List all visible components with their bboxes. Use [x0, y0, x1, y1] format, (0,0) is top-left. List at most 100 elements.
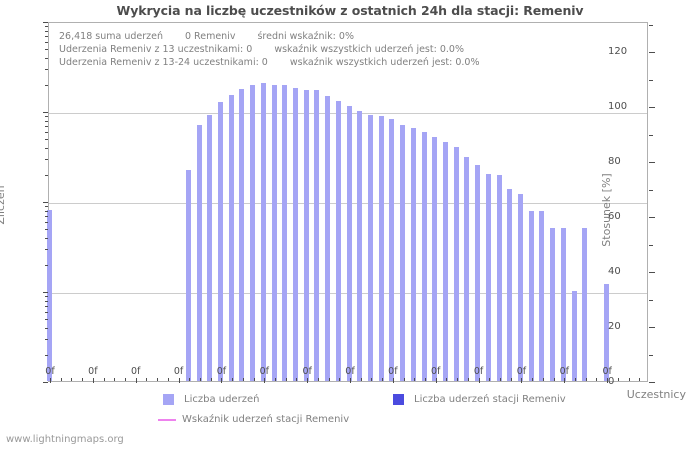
- x-axis-tick-label: 0f: [216, 366, 227, 377]
- y-axis-left-minor-tick: [45, 215, 48, 217]
- bar: [271, 84, 277, 381]
- legend-label: Liczba uderzeń stacji Remeniv: [414, 394, 566, 405]
- y-axis-right-minor-tick: [649, 134, 653, 136]
- bar: [185, 170, 191, 381]
- bar: [292, 88, 298, 381]
- x-axis-minor-tick: [553, 378, 555, 381]
- y-axis-left-minor-tick: [45, 35, 48, 37]
- y-axis-left-minor-tick: [45, 147, 48, 149]
- y-axis-right-tick: [649, 272, 655, 274]
- bar: [560, 228, 566, 381]
- annotation-line-3: Uderzenia Remeniv z 13-24 uczestnikami: …: [59, 57, 479, 68]
- y-axis-right-tick: [649, 382, 655, 383]
- x-axis-minor-tick: [425, 378, 426, 381]
- x-axis-tick-label: 0f: [88, 366, 98, 377]
- annotation-ratio-13: wskaźnik wszystkich uderzeń jest: 0.0%: [274, 44, 464, 55]
- x-axis-minor-tick: [264, 378, 266, 381]
- y-axis-left-minor-tick: [45, 264, 48, 266]
- x-axis-tick-label: 0f: [559, 366, 569, 377]
- y-axis-left-minor-tick: [45, 249, 48, 251]
- x-axis-minor-tick: [82, 378, 84, 381]
- x-axis-minor-tick: [92, 378, 94, 381]
- bar: [432, 136, 438, 381]
- bar: [453, 146, 459, 381]
- x-axis-minor-tick: [285, 378, 287, 381]
- legend-item[interactable]: Liczba uderzeń stacji Remeniv: [393, 394, 566, 405]
- y-axis-left-minor-tick: [45, 139, 48, 141]
- watermark: www.lightningmaps.org: [6, 434, 124, 445]
- annotation-ratio-13-24: wskaźnik wszystkich uderzeń jest: 0.0%: [289, 57, 480, 68]
- bar: [228, 95, 234, 381]
- plot-area: 26,418 suma uderzeń 0 Remeniv średni wskaź…: [46, 22, 648, 382]
- y-axis-left-minor-tick: [45, 221, 48, 223]
- x-axis-minor-tick: [275, 378, 276, 381]
- y-axis-right-minor-tick: [649, 79, 653, 81]
- y-axis-right-tick-label: 20: [608, 321, 621, 333]
- bar: [196, 124, 202, 381]
- x-axis-minor-tick: [596, 378, 598, 381]
- bar: [603, 283, 609, 381]
- y-axis-left-minor-tick: [45, 41, 48, 43]
- bar: [357, 111, 363, 381]
- legend-item[interactable]: Wskaźnik uderzeń stacji Remeniv: [158, 414, 349, 425]
- annotation-strikes-13: Uderzenia Remeniv z 13 uczestnikami: 0: [59, 44, 253, 55]
- x-axis-minor-tick: [500, 378, 501, 381]
- x-axis-minor-tick: [114, 378, 116, 381]
- x-axis-minor-tick: [521, 378, 523, 381]
- bar: [260, 82, 266, 381]
- bar: [442, 142, 448, 381]
- x-axis-tick-label: 0f: [45, 366, 55, 377]
- x-axis-tick-label: 0f: [302, 366, 312, 377]
- x-axis-minor-tick: [296, 378, 298, 381]
- x-axis-minor-tick: [371, 378, 373, 381]
- bar: [582, 228, 588, 381]
- x-axis-tick-label: 0f: [345, 366, 355, 377]
- y-axis-right-tick: [649, 217, 655, 219]
- y-axis-left-minor-tick: [45, 159, 48, 161]
- bar: [314, 90, 320, 381]
- y-axis-left-minor-tick: [45, 319, 48, 321]
- y-axis-right-minor-tick: [649, 24, 653, 26]
- y-axis-left-tick: [43, 382, 48, 383]
- y-axis-left-minor-tick: [45, 49, 48, 51]
- legend-label: Liczba uderzeń: [184, 394, 260, 405]
- bar: [303, 90, 309, 381]
- x-axis-minor-tick: [200, 378, 201, 381]
- x-axis-tick-label: 0f: [259, 366, 269, 377]
- x-axis-minor-tick: [446, 378, 448, 381]
- bar: [421, 132, 427, 381]
- x-axis-tick-label: 0f: [602, 366, 612, 377]
- bar: [528, 210, 534, 381]
- x-axis-tick-label: 0f: [131, 366, 141, 377]
- x-axis-tick-label: 0f: [431, 366, 441, 377]
- x-axis-minor-tick: [617, 378, 619, 381]
- y-axis-right-title: Stosunek [%]: [600, 173, 613, 247]
- x-axis-minor-tick: [392, 378, 394, 381]
- bar: [346, 105, 352, 381]
- y-axis-left-minor-tick: [45, 296, 48, 298]
- y-axis-left-minor-tick: [45, 30, 48, 32]
- x-axis-minor-tick: [103, 378, 105, 381]
- x-axis-minor-tick: [467, 378, 469, 381]
- y-axis-left-minor-tick: [45, 84, 48, 86]
- y-axis-left-minor-tick: [45, 305, 48, 307]
- bar: [571, 291, 577, 381]
- y-axis-right-tick-label: 40: [608, 266, 621, 278]
- bar: [410, 127, 416, 381]
- bar: [282, 84, 288, 381]
- y-axis-right-minor-tick: [649, 354, 653, 356]
- legend-line-marker: [158, 418, 176, 421]
- x-axis-minor-tick: [510, 378, 512, 381]
- y-axis-left-minor-tick: [45, 210, 48, 212]
- x-axis-minor-tick: [542, 378, 544, 381]
- bar: [46, 209, 52, 381]
- bar: [517, 193, 523, 381]
- x-axis-minor-tick: [628, 378, 630, 381]
- y-axis-left-minor-tick: [45, 57, 48, 59]
- annotation-station-count: 0 Remeniv: [184, 31, 236, 42]
- x-axis-minor-tick: [435, 378, 437, 381]
- legend-item[interactable]: Liczba uderzeń: [163, 394, 259, 405]
- x-axis-tick-label: 0f: [388, 366, 398, 377]
- annotation-line-1: 26,418 suma uderzeń 0 Remeniv średni wskaź…: [59, 31, 354, 42]
- bar: [400, 124, 406, 381]
